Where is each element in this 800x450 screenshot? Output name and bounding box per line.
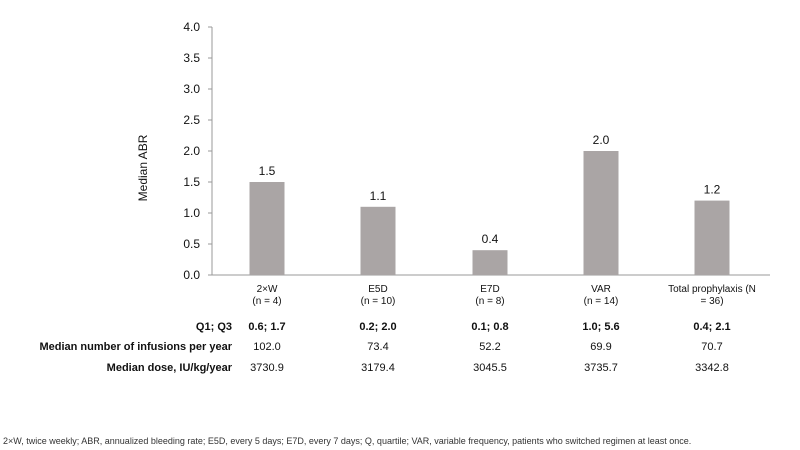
category-label: 2×W xyxy=(257,284,278,295)
y-axis-title: Median ABR xyxy=(136,134,150,201)
bar xyxy=(583,151,619,275)
y-tick-label: 2.5 xyxy=(183,113,200,127)
table-cell: 3342.8 xyxy=(695,362,729,374)
y-tick-label: 2.0 xyxy=(183,144,200,158)
y-axis: 0.0 0.5 1.0 1.5 2.0 2.5 3.0 3.5 4.0 xyxy=(183,20,770,282)
bars xyxy=(249,151,730,275)
table-cell: 52.2 xyxy=(479,341,501,353)
table-cell: 3179.4 xyxy=(361,362,395,374)
category-sublabel: (n = 14) xyxy=(584,296,619,307)
category-sublabel: (n = 4) xyxy=(252,296,281,307)
median-abr-bar-chart: 0.0 0.5 1.0 1.5 2.0 2.5 3.0 3.5 4.0 1.5 1.1 0.4 2.0… xyxy=(136,20,770,307)
y-tick-label: 0.0 xyxy=(183,268,200,282)
data-label: 1.1 xyxy=(370,189,387,203)
data-label: 1.5 xyxy=(259,164,276,178)
y-tick-label: 1.5 xyxy=(183,175,200,189)
table-cell: 1.0; 5.6 xyxy=(582,321,620,333)
y-tick-label: 0.5 xyxy=(183,237,200,251)
category-sublabel: = 36) xyxy=(700,296,723,307)
table-cell: 0.6; 1.7 xyxy=(248,321,286,333)
data-label: 1.2 xyxy=(704,183,721,197)
table-row-label: Q1; Q3 xyxy=(195,321,232,333)
category-labels: 2×W(n = 4) E5D(n = 10) E7D(n = 8) VAR(n = 1… xyxy=(252,284,756,307)
category-label: E7D xyxy=(480,284,499,295)
table-cell: 0.2; 2.0 xyxy=(359,321,397,333)
bar xyxy=(249,182,285,275)
footnote: 2×W, twice weekly; ABR, annualized bleed… xyxy=(3,436,692,446)
table-cell: 3730.9 xyxy=(250,362,284,374)
data-label: 0.4 xyxy=(482,232,499,246)
bar xyxy=(360,206,396,275)
table-cell: 3735.7 xyxy=(584,362,618,374)
bar xyxy=(472,250,508,275)
y-tick-label: 3.5 xyxy=(183,51,200,65)
category-sublabel: (n = 8) xyxy=(475,296,504,307)
table-cell: 102.0 xyxy=(253,341,281,353)
category-label: VAR xyxy=(591,284,611,295)
table-row-label: Median dose, IU/kg/year xyxy=(106,362,232,374)
category-label: E5D xyxy=(368,284,387,295)
table-cell: 3045.5 xyxy=(473,362,507,374)
data-label: 2.0 xyxy=(593,133,610,147)
table-cell: 70.7 xyxy=(701,341,723,353)
category-label: Total prophylaxis (N xyxy=(668,284,756,295)
table-cell: 73.4 xyxy=(367,341,389,353)
category-sublabel: (n = 10) xyxy=(361,296,396,307)
y-tick-label: 4.0 xyxy=(183,20,200,34)
table-cell: 69.9 xyxy=(590,341,612,353)
table-row-label: Median number of infusions per year xyxy=(39,341,232,353)
data-labels: 1.5 1.1 0.4 2.0 1.2 xyxy=(259,133,721,246)
bar xyxy=(694,200,730,275)
table-cell: 0.4; 2.1 xyxy=(693,321,731,333)
y-tick-label: 1.0 xyxy=(183,206,200,220)
y-tick-label: 3.0 xyxy=(183,82,200,96)
table-cell: 0.1; 0.8 xyxy=(471,321,509,333)
